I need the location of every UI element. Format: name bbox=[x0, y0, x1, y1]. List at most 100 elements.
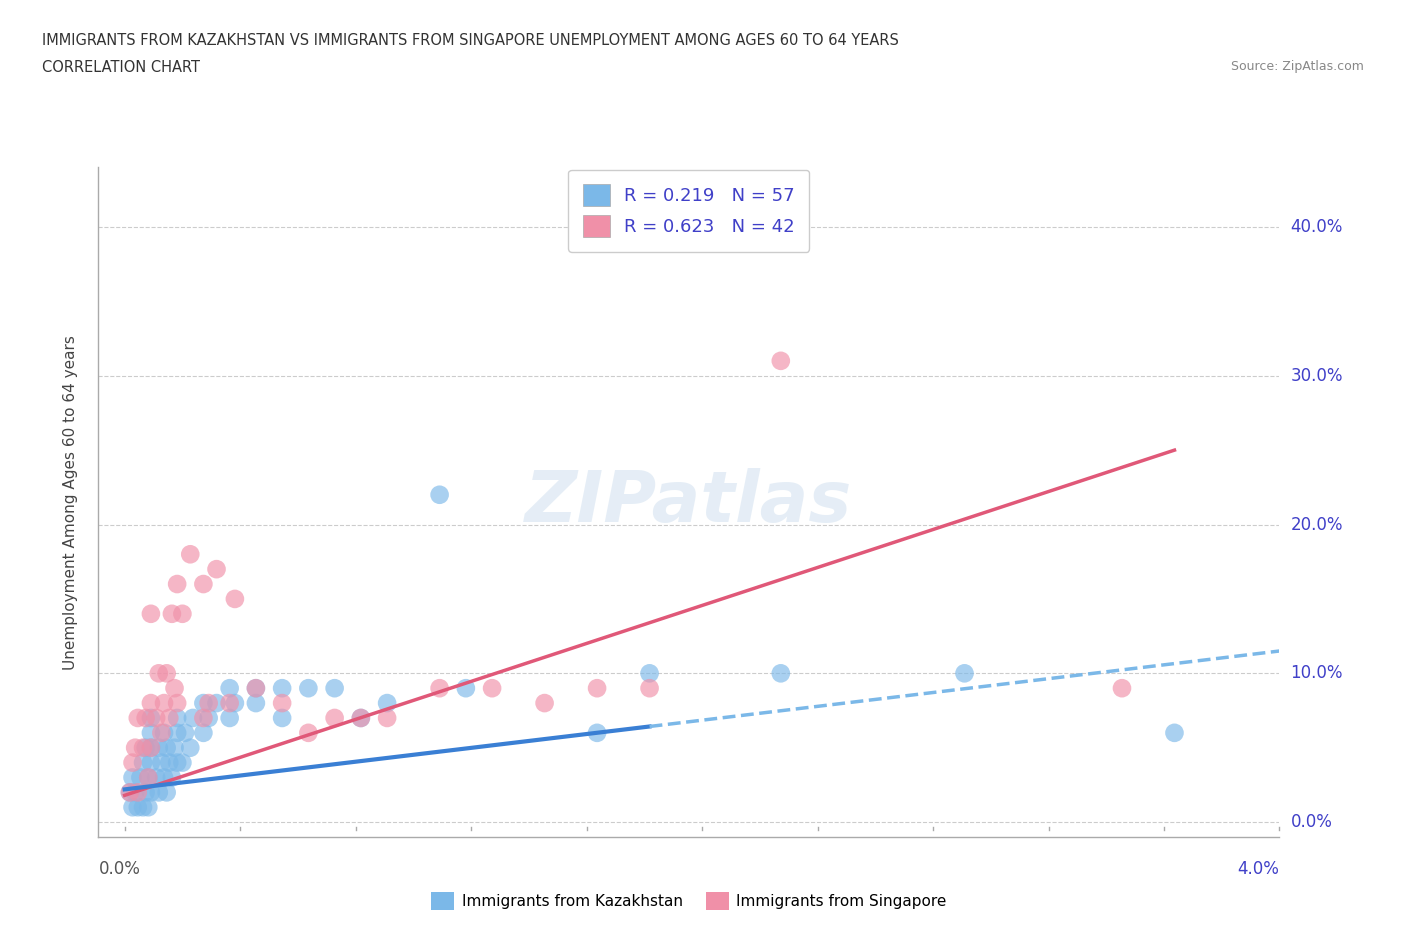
Point bbox=[139, 785, 162, 800]
Point bbox=[132, 755, 155, 770]
Point bbox=[156, 740, 179, 755]
Point bbox=[136, 770, 159, 785]
Point bbox=[166, 725, 188, 740]
Point bbox=[166, 755, 188, 770]
Point bbox=[132, 740, 155, 755]
Point bbox=[179, 547, 201, 562]
Point bbox=[197, 696, 219, 711]
Point bbox=[224, 591, 246, 606]
Point bbox=[271, 696, 294, 711]
Text: ZIPatlas: ZIPatlas bbox=[526, 468, 852, 537]
Point bbox=[166, 696, 188, 711]
Point bbox=[205, 562, 228, 577]
Point bbox=[124, 740, 146, 755]
Point bbox=[245, 681, 267, 696]
Point bbox=[179, 740, 201, 755]
Point bbox=[193, 711, 215, 725]
Point bbox=[197, 711, 219, 725]
Point bbox=[271, 681, 294, 696]
Point bbox=[136, 800, 159, 815]
Point bbox=[163, 681, 186, 696]
Point bbox=[769, 666, 792, 681]
Point bbox=[145, 711, 167, 725]
Point bbox=[136, 770, 159, 785]
Point bbox=[160, 606, 183, 621]
Point bbox=[769, 353, 792, 368]
Legend: R = 0.219   N = 57, R = 0.623   N = 42: R = 0.219 N = 57, R = 0.623 N = 42 bbox=[568, 170, 810, 252]
Point bbox=[350, 711, 373, 725]
Point bbox=[148, 666, 170, 681]
Point bbox=[375, 711, 398, 725]
Point bbox=[156, 785, 179, 800]
Point bbox=[132, 800, 155, 815]
Text: 40.0%: 40.0% bbox=[1291, 218, 1343, 236]
Point bbox=[193, 577, 215, 591]
Point bbox=[323, 681, 346, 696]
Point bbox=[139, 740, 162, 755]
Point bbox=[218, 711, 240, 725]
Point bbox=[586, 681, 609, 696]
Point bbox=[224, 696, 246, 711]
Point bbox=[139, 606, 162, 621]
Point bbox=[586, 725, 609, 740]
Point bbox=[1111, 681, 1133, 696]
Text: 30.0%: 30.0% bbox=[1291, 366, 1343, 385]
Point bbox=[139, 711, 162, 725]
Point bbox=[118, 785, 141, 800]
Text: 0.0%: 0.0% bbox=[1291, 813, 1333, 831]
Point bbox=[127, 785, 149, 800]
Text: CORRELATION CHART: CORRELATION CHART bbox=[42, 60, 200, 75]
Point bbox=[121, 770, 143, 785]
Point bbox=[157, 711, 180, 725]
Point bbox=[323, 711, 346, 725]
Point bbox=[127, 711, 149, 725]
Point bbox=[172, 606, 194, 621]
Point bbox=[157, 755, 180, 770]
Point bbox=[145, 770, 167, 785]
Point bbox=[148, 785, 170, 800]
Point bbox=[153, 770, 176, 785]
Point bbox=[1163, 725, 1185, 740]
Point bbox=[139, 740, 162, 755]
Point bbox=[160, 770, 183, 785]
Point bbox=[174, 725, 197, 740]
Point bbox=[148, 740, 170, 755]
Point bbox=[121, 800, 143, 815]
Point bbox=[193, 725, 215, 740]
Point bbox=[121, 755, 143, 770]
Point bbox=[218, 681, 240, 696]
Point bbox=[139, 755, 162, 770]
Point bbox=[150, 725, 173, 740]
Point bbox=[127, 800, 149, 815]
Point bbox=[193, 696, 215, 711]
Point bbox=[129, 770, 152, 785]
Text: IMMIGRANTS FROM KAZAKHSTAN VS IMMIGRANTS FROM SINGAPORE UNEMPLOYMENT AMONG AGES : IMMIGRANTS FROM KAZAKHSTAN VS IMMIGRANTS… bbox=[42, 33, 898, 47]
Point bbox=[156, 666, 179, 681]
Point bbox=[245, 681, 267, 696]
Point bbox=[481, 681, 503, 696]
Point bbox=[166, 577, 188, 591]
Point bbox=[429, 681, 451, 696]
Point bbox=[953, 666, 976, 681]
Point bbox=[454, 681, 477, 696]
Point bbox=[150, 755, 173, 770]
Point bbox=[271, 711, 294, 725]
Text: 20.0%: 20.0% bbox=[1291, 515, 1343, 534]
Point bbox=[139, 696, 162, 711]
Point bbox=[205, 696, 228, 711]
Point bbox=[118, 785, 141, 800]
Point bbox=[135, 740, 157, 755]
Point bbox=[297, 725, 319, 740]
Point bbox=[166, 711, 188, 725]
Point bbox=[172, 755, 194, 770]
Point bbox=[350, 711, 373, 725]
Point bbox=[375, 696, 398, 711]
Point bbox=[181, 711, 204, 725]
Point bbox=[297, 681, 319, 696]
Point bbox=[533, 696, 555, 711]
Point bbox=[163, 740, 186, 755]
Point bbox=[124, 785, 146, 800]
Text: Source: ZipAtlas.com: Source: ZipAtlas.com bbox=[1230, 60, 1364, 73]
Point bbox=[638, 681, 661, 696]
Point bbox=[153, 696, 176, 711]
